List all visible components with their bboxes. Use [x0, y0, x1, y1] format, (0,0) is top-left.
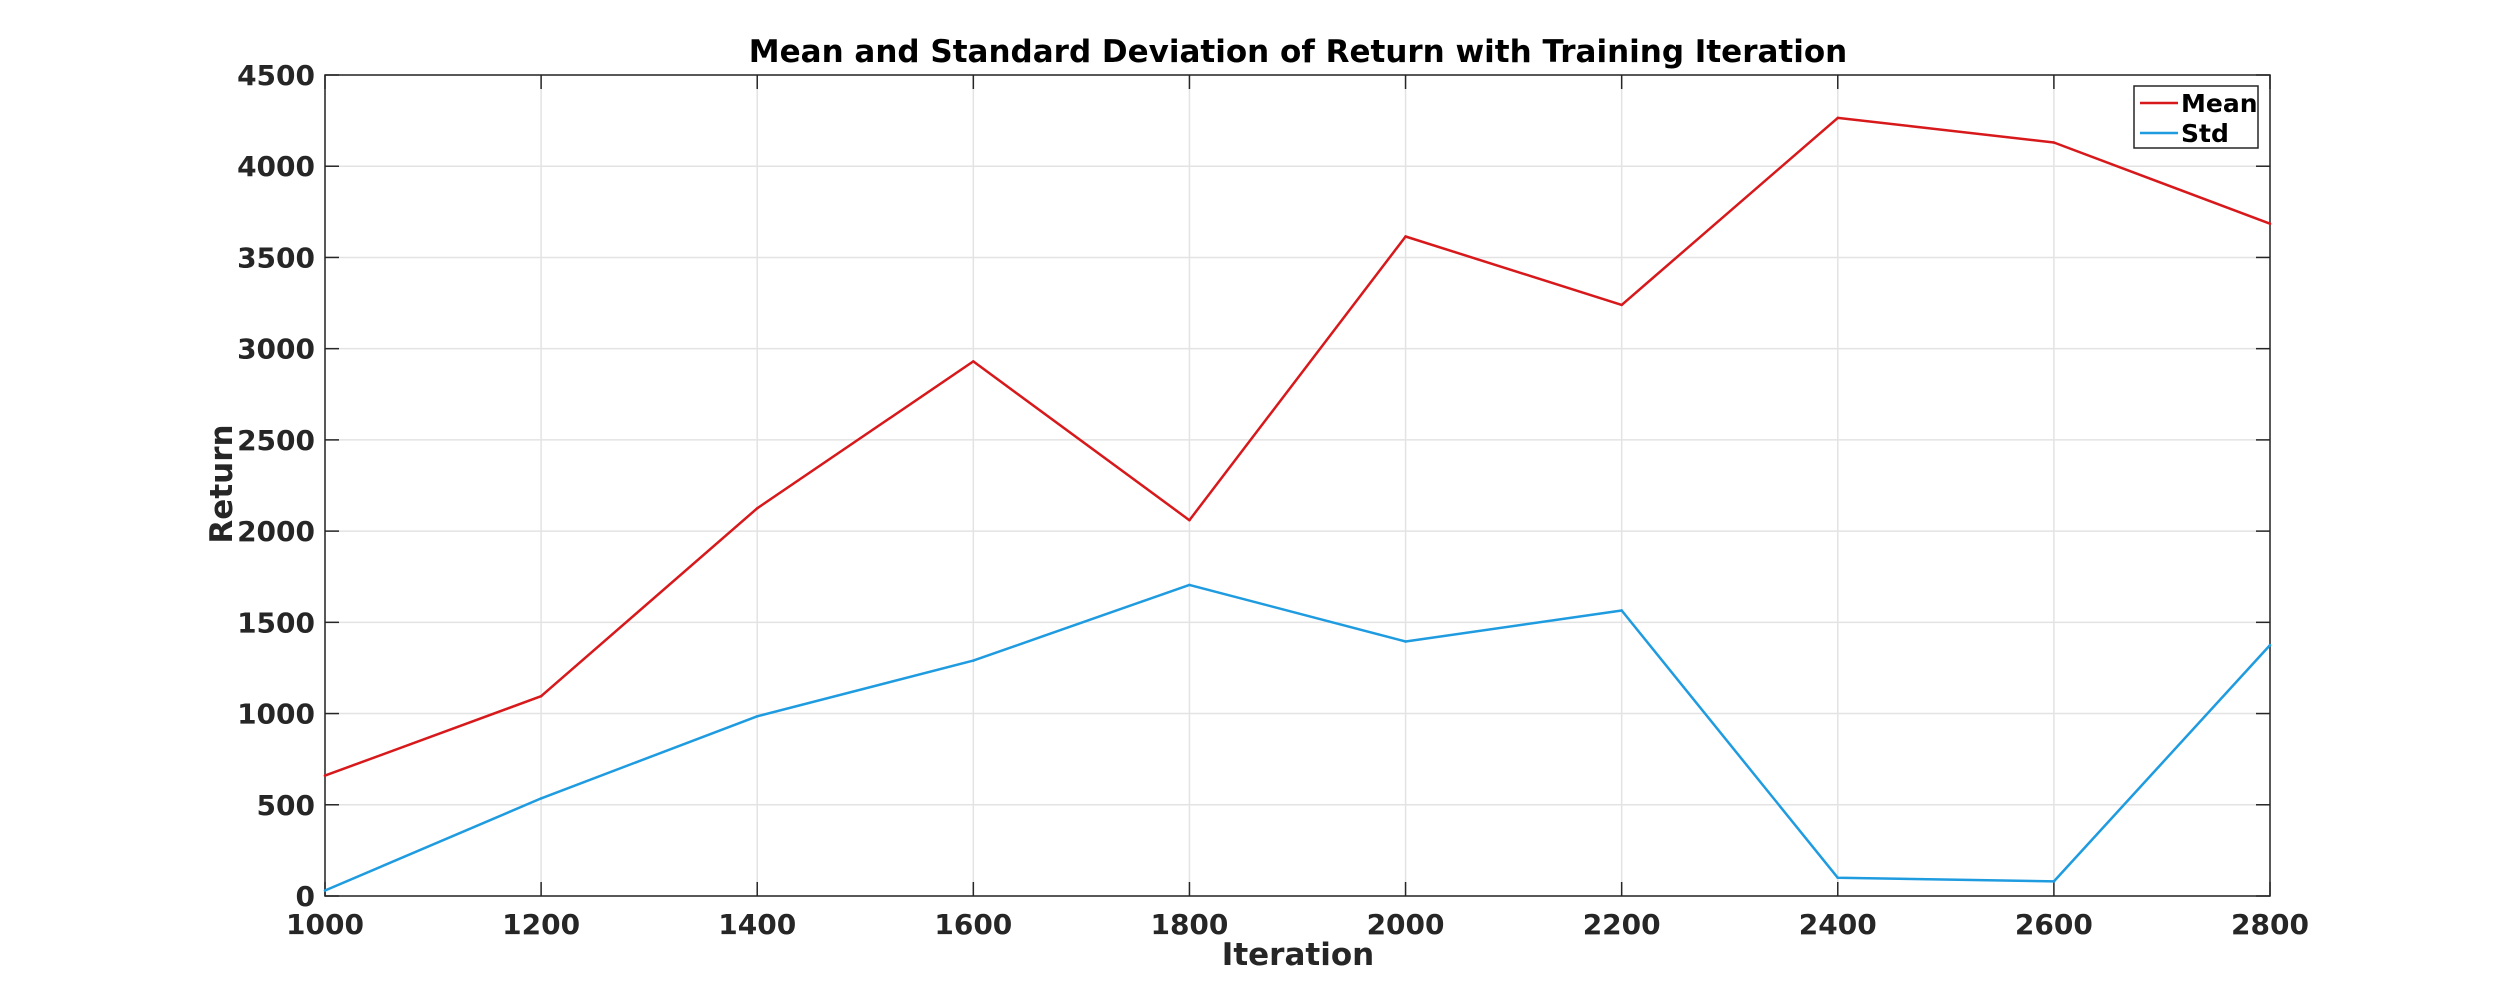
- plot-area: [324, 74, 2271, 897]
- x-tick-label: 2000: [1367, 908, 1445, 941]
- y-tick-label: 3000: [237, 333, 315, 366]
- data-point-mean: [2268, 222, 2272, 225]
- data-point-mean: [2052, 141, 2056, 144]
- x-tick-label: 2600: [2015, 908, 2093, 941]
- legend-label-std: Std: [2181, 119, 2229, 148]
- y-tick-label: 4500: [237, 59, 315, 92]
- x-tick-label: 1800: [1150, 908, 1228, 941]
- grid: [324, 74, 2271, 897]
- x-axis-label: Iteration: [1222, 937, 1374, 973]
- data-point-std: [1404, 640, 1407, 643]
- data-point-mean: [1620, 303, 1623, 307]
- y-tick-label: 500: [257, 789, 315, 822]
- x-tick-label: 1600: [934, 908, 1012, 941]
- x-tick-label: 1000: [286, 908, 364, 941]
- legend-box: [2133, 85, 2259, 149]
- data-point-mean: [1836, 116, 1840, 120]
- data-point-mean: [539, 694, 543, 698]
- data-point-std: [1188, 583, 1191, 587]
- axis-ticks: 1000 1200 1400 1600 1800 2000 2200 2400 2600 2800…: [237, 59, 2309, 941]
- data-point-std: [755, 714, 759, 718]
- data-point-std: [1620, 609, 1623, 612]
- data-point-mean: [323, 774, 327, 777]
- y-tick-label: 4000: [237, 150, 315, 183]
- y-tick-label: 1500: [237, 606, 315, 639]
- data-point-std: [539, 797, 543, 800]
- y-tick-label: 3500: [237, 241, 315, 274]
- y-axis-label: Return: [204, 424, 240, 543]
- x-tick-label: 1200: [502, 908, 580, 941]
- data-point-mean: [1188, 518, 1191, 522]
- x-tick-label: 1400: [718, 908, 796, 941]
- y-tick-label: 1000: [237, 698, 315, 731]
- data-point-std: [1836, 876, 1840, 880]
- y-tick-label: 0: [296, 880, 315, 913]
- y-tick-label: 2000: [237, 515, 315, 548]
- data-point-mean: [755, 507, 759, 510]
- data-point-std: [323, 889, 327, 892]
- data-point-std: [2052, 880, 2056, 883]
- data-point-mean: [972, 360, 975, 363]
- legend-label-mean: Mean: [2181, 89, 2258, 118]
- series-line-std: [324, 583, 2271, 892]
- series-line-mean: [324, 116, 2271, 777]
- x-tick-label: 2800: [2231, 908, 2309, 941]
- data-point-std: [972, 659, 975, 662]
- data-point-std: [2268, 643, 2272, 647]
- y-tick-label: 2500: [237, 424, 315, 457]
- series-lines: [323, 116, 2272, 892]
- chart-title: Mean and Standard Deviation of Return wi…: [749, 34, 1847, 70]
- x-tick-label: 2200: [1583, 908, 1661, 941]
- data-point-mean: [1404, 235, 1407, 238]
- x-tick-label: 2400: [1799, 908, 1877, 941]
